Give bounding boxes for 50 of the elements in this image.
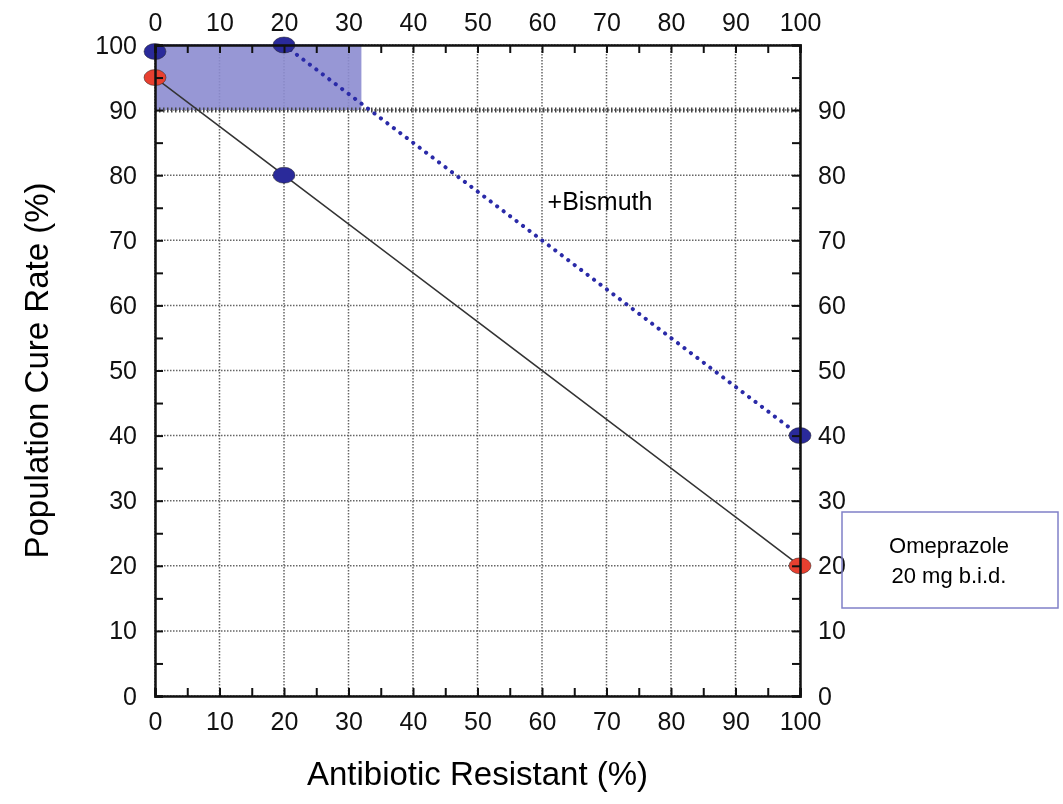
y2-tick-label: 40 (818, 421, 846, 450)
x2-tick-label: 40 (399, 706, 428, 735)
x-tick-label: 70 (593, 8, 621, 36)
x-tick-label: 100 (779, 8, 822, 36)
x2-tick-label: 50 (464, 706, 492, 735)
y-tick-label: 40 (109, 421, 137, 450)
x-axis-title: Antibiotic Resistant (%) (306, 755, 649, 792)
y-tick-label: 70 (109, 225, 137, 254)
x2-tick-label: 10 (206, 706, 234, 735)
y-axis-title: Population Cure Rate (%) (18, 182, 55, 559)
y-tick-label: 90 (109, 95, 137, 124)
x2-tick-label: 70 (593, 706, 621, 735)
y-tick-label: 60 (109, 290, 137, 319)
point (143, 43, 167, 60)
y2-tick-label: 20 (818, 551, 846, 580)
point (143, 69, 167, 86)
x-tick-label: 50 (464, 8, 492, 36)
y2-tick-label: 70 (818, 225, 846, 254)
annotation: +Bismuth (547, 187, 653, 215)
text: Omeprazole 20 mg b.i.d. (889, 533, 1009, 588)
y-tick-label: 30 (109, 486, 137, 515)
x2-tick-label: 90 (722, 706, 750, 735)
x2-tick-label: 60 (528, 706, 557, 735)
point (788, 557, 812, 575)
x-tick-label: 90 (722, 8, 750, 36)
point (272, 166, 296, 184)
point (788, 427, 812, 444)
y-tick-label: 20 (109, 551, 137, 580)
y-tick-label: 100 (95, 30, 137, 59)
x-tick-label: 80 (657, 8, 686, 36)
y-tick-label: 80 (109, 160, 137, 189)
x-tick-label: 30 (335, 8, 363, 36)
y2-tick-label: 10 (818, 616, 846, 645)
y2-tick-label: 50 (818, 356, 846, 384)
x2-tick-label: 20 (270, 706, 299, 735)
y2-tick-label: 80 (818, 160, 846, 189)
x2-tick-label: 30 (335, 706, 363, 735)
x-tick-label: 60 (528, 8, 557, 36)
x-tick-label: 40 (399, 8, 428, 36)
y2-tick-label: 30 (818, 486, 846, 515)
y-tick-label: 10 (109, 616, 137, 645)
x-tick-label: 20 (270, 8, 299, 36)
y-tick-label: 50 (109, 356, 137, 384)
x2-tick-label: 80 (657, 706, 686, 735)
x2-tick-label: 0 (148, 706, 163, 735)
x-tick-label: 10 (206, 8, 234, 36)
y2-tick-label: 90 (818, 95, 846, 124)
x-tick-label: 0 (148, 8, 163, 36)
y-tick-label: 0 (123, 681, 137, 710)
y2-tick-label: 60 (818, 290, 846, 319)
